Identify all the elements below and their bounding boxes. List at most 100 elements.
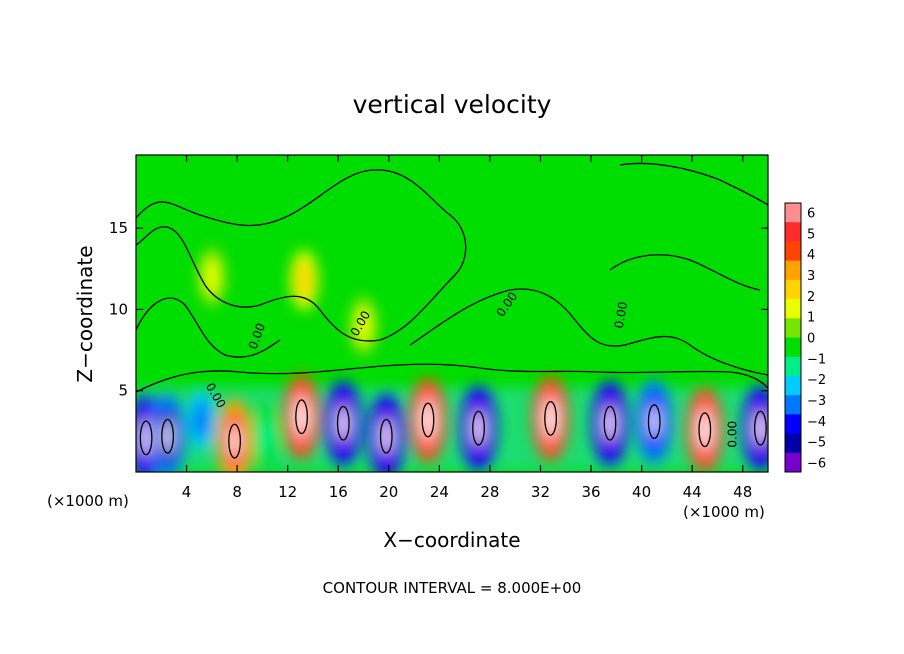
contour-bottom <box>136 363 768 393</box>
colorbar-tick-label: 2 <box>807 290 815 305</box>
cell-contour <box>647 404 661 440</box>
y-tick-label: 5 <box>118 382 128 400</box>
cell-contour <box>139 420 153 456</box>
colorbar-swatch <box>785 375 801 396</box>
y-tick-label: 10 <box>109 300 128 318</box>
x-tick-label: 24 <box>430 483 449 501</box>
contour-mid <box>409 288 768 376</box>
contour-label: 0.00 <box>612 301 630 330</box>
cell-core <box>699 412 711 447</box>
velocity-cell <box>532 376 569 461</box>
cell-inner <box>355 306 372 346</box>
velocity-cell <box>197 246 226 307</box>
cell-inner <box>193 400 211 440</box>
contour-interval-footer: CONTOUR INTERVAL = 8.000E+00 <box>323 579 582 597</box>
x-tick-label: 28 <box>480 483 499 501</box>
colorbar-tick-label: 1 <box>807 311 815 326</box>
cell-contour <box>603 405 617 441</box>
cell-core <box>604 406 616 441</box>
colorbar-tick-label: −4 <box>807 415 826 430</box>
colorbar-swatch <box>785 260 801 281</box>
velocity-cell <box>742 386 768 471</box>
x-tick-label: 12 <box>278 483 297 501</box>
colorbar-tick-label: −1 <box>807 352 826 367</box>
velocity-cell <box>460 386 497 471</box>
cell-contour <box>421 402 435 438</box>
colorbar-tick-label: −5 <box>807 436 826 451</box>
colorbar-swatch <box>785 356 801 377</box>
cell-contour <box>228 423 242 459</box>
x-tick-label: 44 <box>683 483 702 501</box>
colorbar-frame <box>784 202 802 473</box>
x-axis: 4 8 12 16 20 24 28 32 36 40 44 48 <box>182 155 752 501</box>
cell-core <box>337 406 350 441</box>
velocity-cell <box>283 374 320 459</box>
cell-contour <box>698 412 712 448</box>
plot-frame <box>135 154 769 473</box>
velocity-cell <box>325 381 362 466</box>
x-axis-label: X−coordinate <box>383 528 520 552</box>
colorbar-swatch <box>785 433 801 454</box>
cell-inner <box>256 416 274 456</box>
velocity-cells <box>136 246 768 472</box>
x-tick-label: 36 <box>581 483 600 501</box>
cell-core <box>754 411 767 445</box>
colorbar-swatch <box>785 299 801 319</box>
colorbar-tick-label: 3 <box>807 269 815 284</box>
cell-inner <box>203 257 221 297</box>
colorbar-swatch <box>785 452 801 473</box>
cell-contour <box>754 410 767 446</box>
contour-upper <box>136 169 467 342</box>
colorbar-swatch <box>785 222 801 242</box>
colorbar-tick-label: 6 <box>807 207 815 222</box>
colorbar-swatch <box>785 203 801 223</box>
colorbar-tick-label: 5 <box>807 227 815 242</box>
cell-core <box>295 399 308 434</box>
cell-core <box>544 401 557 436</box>
colorbar-swatch <box>785 241 801 262</box>
cell-inner <box>295 260 313 300</box>
colorbar-swatch <box>785 318 801 338</box>
cell-core <box>422 403 434 437</box>
cell-contour <box>161 418 175 454</box>
cell-core <box>161 419 174 454</box>
colorbar-swatch <box>785 414 801 435</box>
colorbar-swatch <box>785 395 801 415</box>
x-tick-label: 48 <box>733 483 752 501</box>
contour-right-lobe <box>609 254 761 291</box>
cell-contour <box>336 405 350 441</box>
colorbar-swatch <box>785 279 801 300</box>
x-tick-label: 8 <box>232 483 242 501</box>
chart-title: vertical velocity <box>353 90 552 119</box>
contour-lines <box>136 162 768 459</box>
x-tick-label: 40 <box>632 483 651 501</box>
contour-right-upper <box>619 162 768 206</box>
colorbar-swatch <box>785 337 801 358</box>
y-axis: 5 10 15 <box>109 219 768 400</box>
velocity-cell <box>592 381 628 466</box>
contour-label: 0.00 <box>725 421 739 448</box>
velocity-cell <box>409 377 446 462</box>
velocity-cell <box>290 250 319 311</box>
colorbar-tick-label: −2 <box>807 373 826 388</box>
cell-contour <box>544 400 558 436</box>
cell-core <box>228 424 241 458</box>
colorbar-tick-label: 4 <box>807 248 815 263</box>
cell-contour <box>472 410 485 446</box>
velocity-cell <box>636 379 673 464</box>
x-unit-left: (×1000 m) <box>47 492 129 510</box>
x-unit-right: (×1000 m) <box>683 503 765 521</box>
colorbar-tick-label: 0 <box>807 332 815 347</box>
velocity-cell <box>187 389 216 450</box>
colorbar-tick-label: −3 <box>807 394 826 409</box>
x-tick-label: 20 <box>379 483 398 501</box>
cell-core <box>380 419 393 454</box>
cell-core <box>472 411 485 445</box>
cell-contour <box>379 418 393 454</box>
cell-contour <box>295 399 308 435</box>
cell-core <box>140 421 152 455</box>
plot-area: 0.000.00 0.000.000.000.00 <box>136 155 768 472</box>
x-tick-label: 32 <box>531 483 550 501</box>
contour-left-lobe <box>136 297 281 358</box>
